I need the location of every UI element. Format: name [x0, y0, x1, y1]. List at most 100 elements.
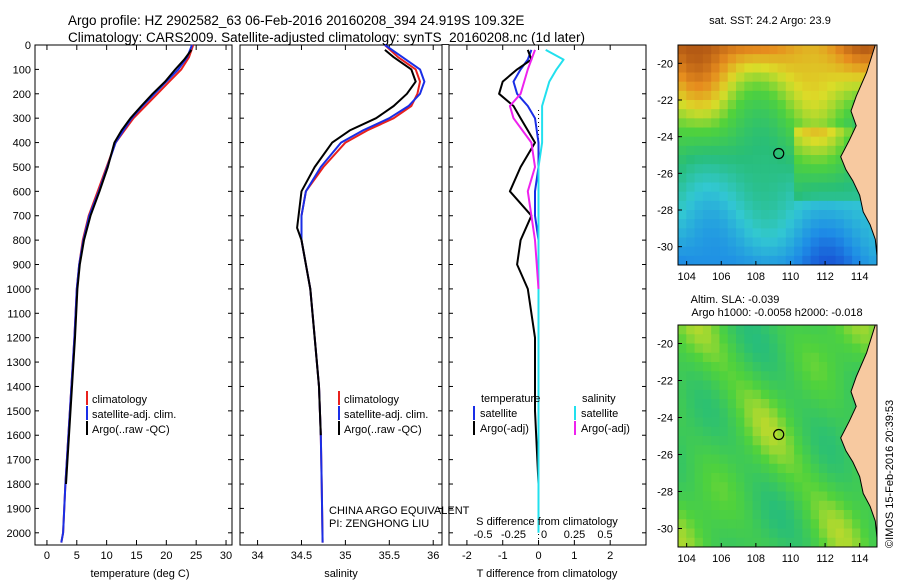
- sst-map-cell: [818, 255, 828, 265]
- sla-map-cell: [868, 325, 877, 335]
- sla-map-cell: [694, 334, 704, 345]
- sst-map-cell: [810, 155, 820, 165]
- sst-map-cell: [769, 45, 779, 55]
- sst-map-cell: [719, 118, 729, 129]
- sst-map-cell: [785, 100, 795, 110]
- sst-map-cell: [769, 81, 779, 92]
- depth-tick-label: 1800: [7, 479, 31, 491]
- sst-map-cell: [802, 127, 812, 138]
- sla-map-cell: [702, 482, 712, 493]
- sla-map-cell: [794, 436, 803, 446]
- sst-map-cell: [827, 219, 837, 229]
- sla-map-cell: [719, 482, 729, 493]
- sst-map-cell: [777, 173, 787, 184]
- sst-map-cell: [752, 155, 762, 165]
- sst-map-cell: [794, 219, 803, 229]
- sst-map-cell: [794, 100, 803, 110]
- sst-map-cell: [686, 118, 696, 129]
- sla-map-cell: [760, 454, 770, 465]
- sst-map-cell: [686, 191, 696, 202]
- sla-map-cell: [727, 408, 737, 419]
- sla-map-cell: [769, 426, 779, 437]
- sla-map-cell: [760, 352, 770, 363]
- sla-map-cell: [736, 510, 745, 520]
- sst-map-cell: [686, 210, 696, 220]
- sla-map-cell: [827, 482, 837, 493]
- sst-map-cell: [702, 72, 712, 83]
- sla-map-cell: [711, 389, 721, 400]
- sst-map-cell: [794, 237, 803, 248]
- sst-map-cell: [736, 255, 745, 265]
- sla-map-cell: [785, 473, 795, 483]
- sst-map-cell: [702, 155, 712, 165]
- sst-map-cell: [678, 182, 687, 193]
- sla-map-cell: [686, 463, 696, 474]
- sst-map-cell: [777, 255, 787, 265]
- legend-label-t-argo: Argo(-adj): [480, 423, 529, 435]
- sla-map-cell: [843, 362, 853, 372]
- sla-map-cell: [827, 399, 837, 409]
- sla-map-cell: [843, 371, 853, 382]
- sst-map-cell: [868, 45, 877, 55]
- sla-map-cell: [794, 343, 803, 354]
- sla-map-cell: [686, 371, 696, 382]
- sst-map-cell: [760, 145, 770, 156]
- sla-map-cell: [818, 491, 828, 502]
- depth-tick-label: 400: [13, 138, 31, 150]
- sst-map-cell: [752, 145, 762, 156]
- sst-map-cell: [835, 72, 845, 83]
- sla-map-cell: [777, 528, 787, 539]
- sla-map-cell: [835, 454, 845, 465]
- sla-map-cell: [785, 426, 795, 437]
- sst-map-cell: [719, 219, 729, 229]
- sla-map-cell: [678, 399, 687, 409]
- sla-map-cell: [818, 537, 828, 547]
- sst-map-cell: [852, 246, 862, 257]
- temperature-xtick-label: 5: [74, 550, 80, 562]
- sst-map-cell: [827, 81, 837, 92]
- salinity-xtick-label: 36: [427, 550, 439, 562]
- sst-map-cell: [769, 200, 779, 211]
- sla-map-cell: [818, 473, 828, 483]
- sla-map-cell: [711, 500, 721, 511]
- sst-map-cell: [802, 191, 812, 202]
- sst-map-cell: [744, 210, 754, 220]
- sst-map-cell: [769, 228, 779, 239]
- sla-map-cell: [868, 537, 877, 547]
- sla-map-cell: [860, 510, 870, 520]
- sla-map-cell: [719, 352, 729, 363]
- sst-map-cell: [760, 182, 770, 193]
- sla-map-cell: [777, 352, 787, 363]
- sst-map-cell: [760, 81, 770, 92]
- sla-map-cell: [802, 380, 812, 391]
- sla-map-cell: [686, 389, 696, 400]
- temperature-xlabel: temperature (deg C): [90, 568, 189, 580]
- sla-map-cell: [818, 380, 828, 391]
- sla-map-cell: [694, 380, 704, 391]
- sla-map-cell: [752, 334, 762, 345]
- sst-map-cell: [827, 63, 837, 74]
- sla-map-cell: [835, 343, 845, 354]
- sst-map-cell: [702, 228, 712, 239]
- sst-map-cell: [843, 54, 853, 64]
- sla-map-cell: [711, 473, 721, 483]
- sst-map-cell: [860, 45, 870, 55]
- sst-map-cell: [777, 219, 787, 229]
- sla-map-cell: [702, 362, 712, 372]
- difference-series-satellite_salinity-salinity: [537, 49, 565, 533]
- sla-map-cell: [785, 537, 795, 547]
- sla-map-cell: [711, 343, 721, 354]
- sla-map-cell: [727, 491, 737, 502]
- temperature-xtick-label: 30: [220, 550, 232, 562]
- sla-map-cell: [736, 500, 745, 511]
- sla-map-cell: [769, 399, 779, 409]
- sla-map-cell: [777, 445, 787, 456]
- temperature-series-argo: [65, 49, 193, 485]
- s-diff-tick-label: -0.5: [474, 529, 493, 541]
- sst-map-cell: [810, 210, 820, 220]
- salinity-frame: [239, 44, 443, 546]
- sla-map-cell: [827, 334, 837, 345]
- sst-map-cell: [760, 72, 770, 83]
- sla-map-cell: [810, 436, 820, 446]
- sla-map-cell: [810, 473, 820, 483]
